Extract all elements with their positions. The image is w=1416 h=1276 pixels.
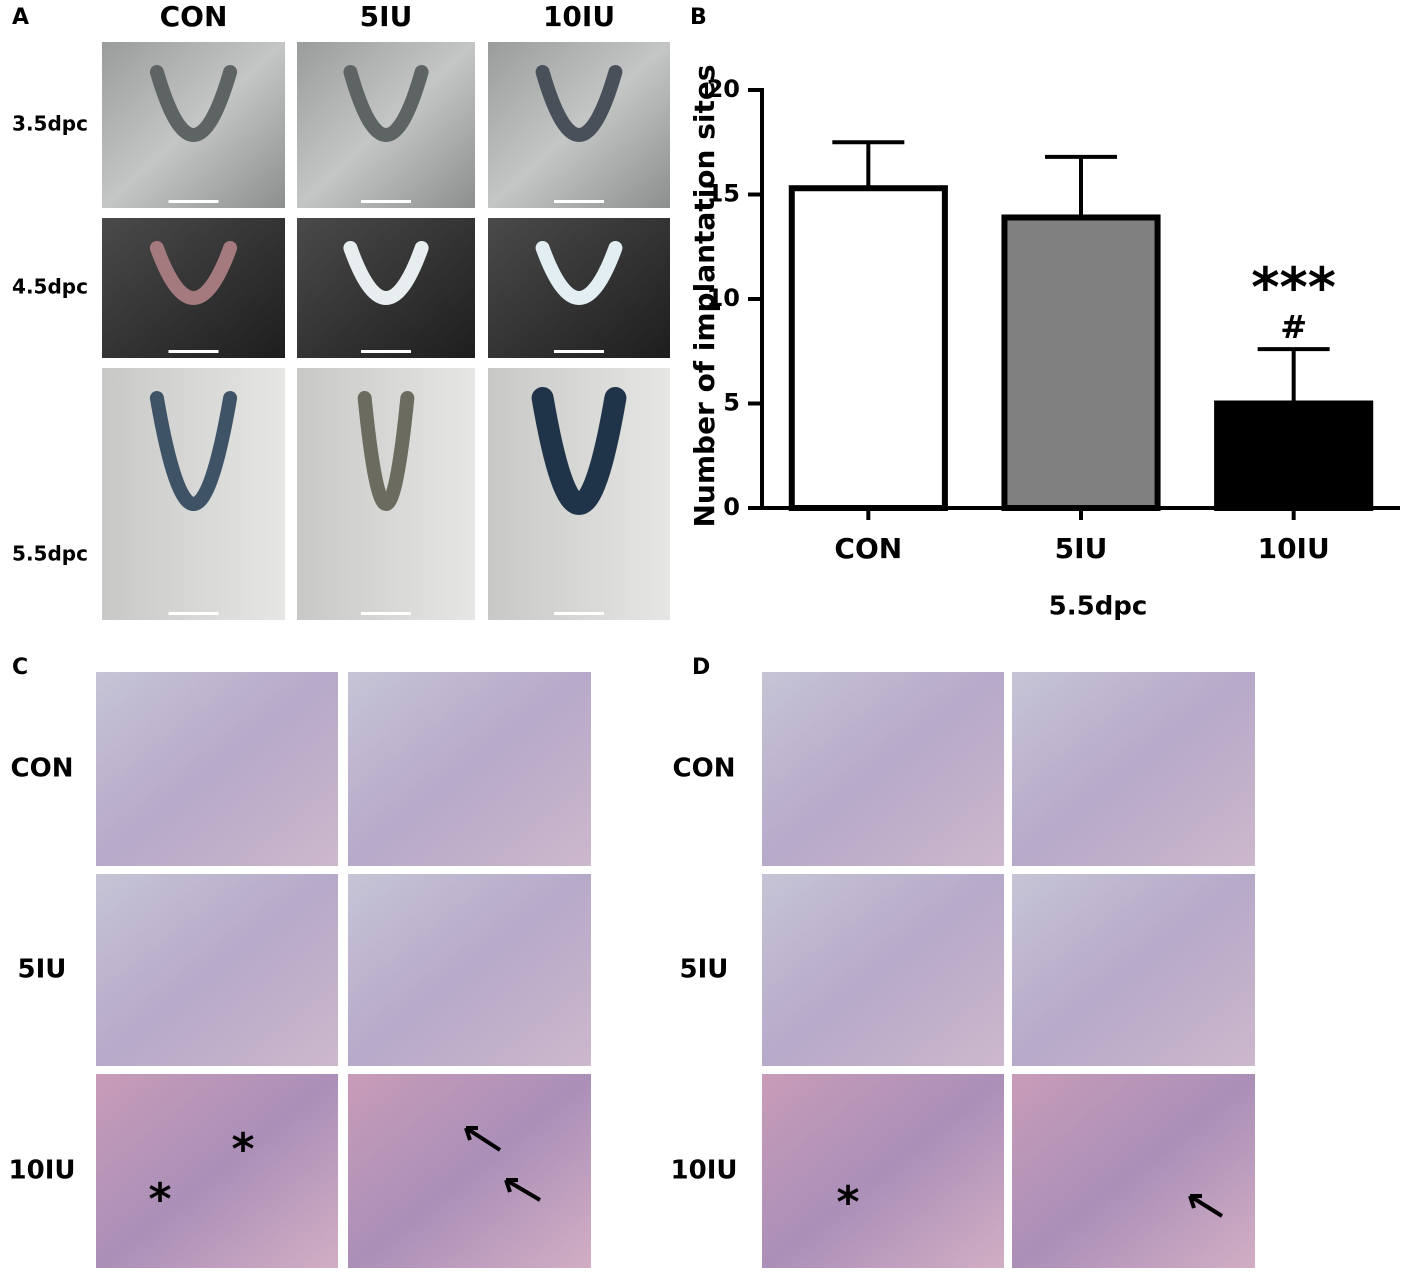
specimen [149, 241, 238, 305]
histology-image [96, 1074, 338, 1268]
row-label: 5.5dpc [12, 542, 88, 566]
scale-bar [361, 612, 411, 615]
bar [788, 185, 948, 511]
histology-image [348, 672, 591, 866]
photo [102, 368, 285, 620]
panel-label: A [12, 5, 29, 30]
row-label: 10IU [9, 1156, 76, 1186]
row-label: 10IU [671, 1156, 738, 1186]
photo [488, 42, 670, 208]
row-label: 4.5dpc [12, 275, 88, 299]
column-label: 10IU [543, 0, 615, 33]
panel-label: B [690, 5, 707, 30]
histology-image [762, 672, 1004, 866]
annotation: * [148, 1174, 171, 1225]
x-tick-label: 5IU [1055, 532, 1108, 565]
specimen [535, 65, 623, 142]
histology-image [96, 874, 338, 1066]
arrow [464, 1126, 502, 1152]
photo [102, 218, 285, 358]
histology-image [1012, 672, 1255, 866]
panel-label: C [12, 655, 28, 680]
y-tick-label: 15 [707, 180, 740, 208]
photo [297, 42, 475, 208]
histology-image [762, 1074, 1004, 1268]
histology-image [762, 874, 1004, 1066]
scale-bar [554, 350, 604, 353]
annotation: * [836, 1177, 859, 1228]
specimen [531, 387, 627, 515]
x-tick-label: CON [834, 532, 902, 565]
specimen [149, 391, 238, 511]
bar [1214, 400, 1374, 511]
arrow [504, 1178, 542, 1202]
bar [1001, 214, 1161, 512]
y-axis-label: Number of implantation sites [688, 64, 721, 527]
row-label: CON [673, 754, 736, 784]
x-tick-label: 10IU [1258, 532, 1330, 565]
scale-bar [554, 612, 604, 615]
histology-image [348, 874, 591, 1066]
y-tick-label: 0 [723, 493, 740, 521]
panel-label: D [692, 655, 710, 680]
column-label: 5IU [360, 0, 413, 33]
row-label: 5IU [680, 955, 729, 985]
histology-image [1012, 1074, 1255, 1268]
scale-bar [168, 612, 219, 615]
scale-bar [168, 350, 219, 353]
specimen [343, 65, 429, 142]
annotation: * [231, 1124, 254, 1175]
photo [102, 42, 285, 208]
specimen [149, 65, 238, 142]
photo [488, 218, 670, 358]
histology-image [1012, 874, 1255, 1066]
arrow [1188, 1194, 1224, 1218]
column-label: CON [160, 0, 228, 33]
scale-bar [361, 200, 411, 203]
specimen [357, 391, 415, 511]
significance-marker: *** [1251, 256, 1336, 319]
scale-bar [168, 200, 219, 203]
specimen [343, 241, 429, 305]
y-tick-label: 20 [707, 75, 740, 103]
row-label: 3.5dpc [12, 112, 88, 136]
histology-image [96, 672, 338, 866]
row-label: CON [11, 754, 74, 784]
photo [297, 218, 475, 358]
x-axis-label: 5.5dpc [1049, 592, 1148, 622]
row-label: 5IU [18, 955, 67, 985]
scale-bar [554, 200, 604, 203]
y-tick-label: 10 [707, 284, 740, 312]
significance-marker: # [1280, 308, 1307, 346]
scale-bar [361, 350, 411, 353]
histology-image [348, 1074, 591, 1268]
specimen [535, 241, 623, 305]
y-tick-label: 5 [723, 389, 740, 417]
